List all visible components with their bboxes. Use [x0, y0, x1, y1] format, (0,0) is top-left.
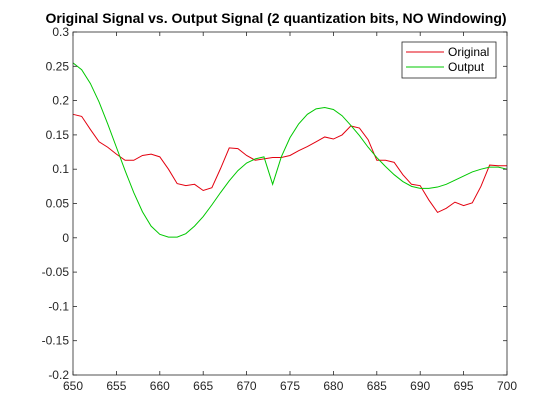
- y-tick-label: 0.05: [46, 197, 70, 211]
- series-line-original: [72, 113, 507, 214]
- x-tick-label: 690: [410, 379, 430, 393]
- y-tick-label: -0.15: [42, 334, 70, 348]
- x-tick-label: 695: [454, 379, 474, 393]
- chart-title: Original Signal vs. Output Signal (2 qua…: [45, 10, 506, 26]
- legend-box: [401, 41, 497, 79]
- x-tick-label: 680: [323, 379, 343, 393]
- y-tick-label: 0.3: [52, 25, 69, 39]
- x-tick-label: 700: [497, 379, 517, 393]
- plot-area: 650 655 660 665 670 675 680 685 690 695 700 -0.2 -0.…: [42, 25, 518, 393]
- y-tick-label: -0.2: [48, 368, 69, 382]
- legend-label-output: Output: [448, 60, 485, 74]
- plot-background: [73, 32, 507, 375]
- x-tick-label: 660: [150, 379, 170, 393]
- y-tick-label: 0: [62, 231, 69, 245]
- x-tick-label: 670: [237, 379, 257, 393]
- y-tick-label: -0.1: [48, 299, 69, 313]
- legend-label-original: Original: [448, 45, 489, 59]
- y-tick-label: -0.05: [42, 265, 70, 279]
- y-tick-label: 0.15: [46, 128, 70, 142]
- x-tick-label: 675: [280, 379, 300, 393]
- x-tick-label: 685: [367, 379, 387, 393]
- x-tick-label: 655: [106, 379, 126, 393]
- x-tick-label: 650: [63, 379, 83, 393]
- y-tick-label: 0.1: [52, 162, 69, 176]
- y-tick-label: 0.2: [52, 94, 69, 108]
- y-tick-label: 0.25: [46, 59, 70, 73]
- x-tick-label: 665: [193, 379, 213, 393]
- series-line-output: [72, 62, 508, 238]
